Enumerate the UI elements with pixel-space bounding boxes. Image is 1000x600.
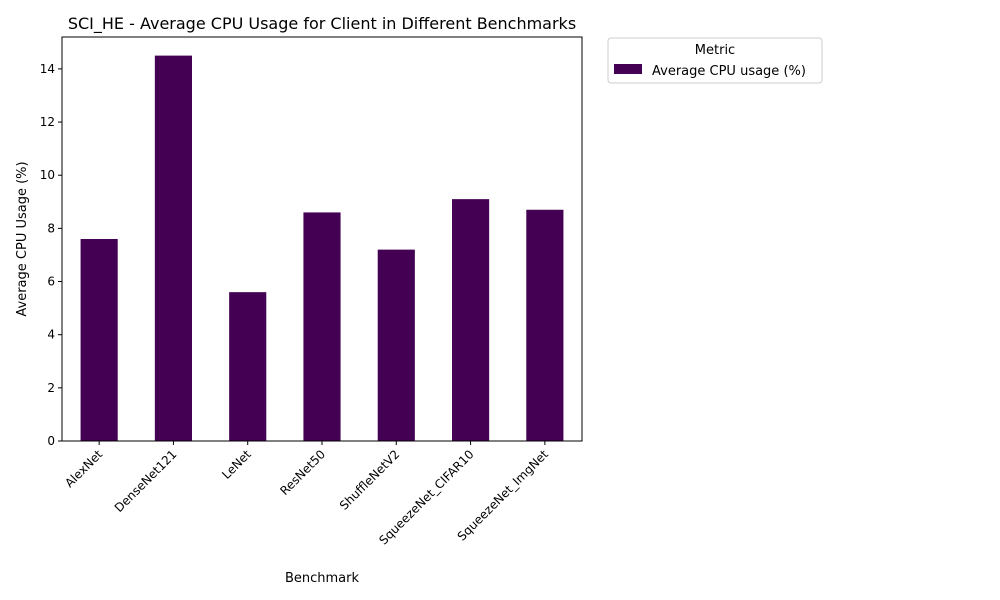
legend-swatch <box>614 64 642 74</box>
x-axis-label: Benchmark <box>285 571 360 586</box>
bar-shufflenetv2 <box>377 249 415 441</box>
chart-title: SCI_HE - Average CPU Usage for Client in… <box>68 14 576 34</box>
x-tick-label: ShuffleNetV2 <box>337 447 403 513</box>
y-tick-label: 6 <box>47 275 55 289</box>
x-tick-label: AlexNet <box>62 447 105 490</box>
y-axis-label: Average CPU Usage (%) <box>15 161 30 316</box>
x-axis-ticks: AlexNet DenseNet121 LeNet ResNet50 ShuffleNe… <box>62 441 551 548</box>
x-tick-label: LeNet <box>219 447 254 482</box>
y-tick-label: 10 <box>40 168 55 182</box>
y-tick-label: 2 <box>47 381 55 395</box>
y-tick-label: 12 <box>40 115 55 129</box>
bar-alexnet <box>80 239 118 441</box>
legend: Metric Average CPU usage (%) <box>607 37 823 84</box>
bar-squeezenet_imgnet <box>526 209 564 441</box>
plot-area: 0 2 4 6 8 10 12 14 AlexNet DenseNet121 LeNet ResNe… <box>40 36 583 548</box>
bar-resnet50 <box>303 212 341 441</box>
y-tick-label: 14 <box>40 62 55 76</box>
y-tick-label: 4 <box>47 328 55 342</box>
y-axis-ticks: 0 2 4 6 8 10 12 14 <box>40 62 62 448</box>
y-tick-label: 8 <box>47 221 55 235</box>
bar-densenet121 <box>154 55 192 442</box>
bars-group <box>80 55 564 442</box>
legend-frame <box>607 37 823 84</box>
x-tick-label: DenseNet121 <box>112 447 180 515</box>
legend-entry-label: Average CPU usage (%) <box>652 64 806 79</box>
x-tick-label: ResNet50 <box>277 447 328 498</box>
y-tick-label: 0 <box>47 434 55 448</box>
bar-squeezenet_cifar10 <box>452 199 490 441</box>
bar-lenet <box>229 292 267 441</box>
legend-title: Metric <box>695 43 735 58</box>
